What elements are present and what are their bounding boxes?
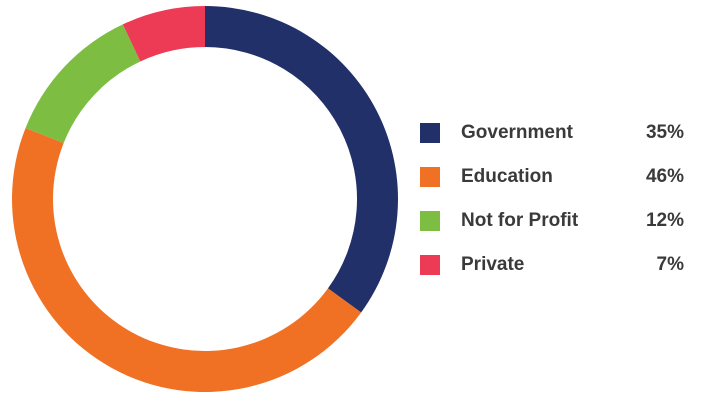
legend-item-private: Private 7% [420,248,688,292]
legend-swatch-government [420,123,440,143]
legend-swatch-private [420,255,440,275]
legend-label-education: Education [461,166,553,187]
legend-label-government: Government [461,122,573,143]
donut-slices [12,6,398,392]
legend-label-private: Private [461,254,525,275]
legend-item-education: Education 46% [420,160,688,204]
donut-slice-not-for-profit [25,24,141,144]
donut-slice-government [205,6,398,313]
legend-swatch-not-for-profit [420,211,440,231]
chart-legend: Government 35% Education 46% Not for Pro… [420,116,688,292]
legend-value-private: 7% [656,254,684,275]
legend-swatch-education [420,167,440,187]
donut-slice-private [122,6,205,62]
legend-value-not-for-profit: 12% [645,210,684,231]
legend-item-government: Government 35% [420,116,688,160]
legend-item-not-for-profit: Not for Profit 12% [420,204,688,248]
donut-slice-education [12,127,362,392]
legend-value-government: 35% [645,122,684,143]
legend-label-not-for-profit: Not for Profit [461,210,579,231]
legend-value-education: 46% [645,166,684,187]
